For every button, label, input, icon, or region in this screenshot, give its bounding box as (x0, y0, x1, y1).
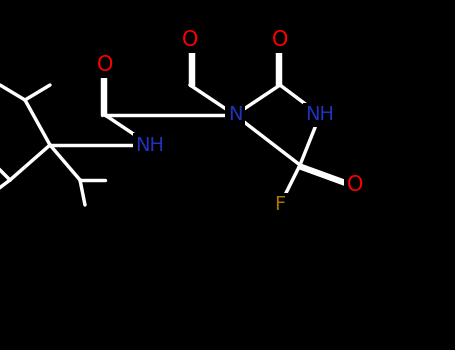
Text: N: N (228, 105, 242, 125)
Text: O: O (347, 175, 363, 195)
Text: O: O (272, 30, 288, 50)
Text: NH: NH (305, 105, 334, 125)
Text: O: O (182, 30, 198, 50)
Text: NH: NH (136, 135, 165, 154)
Text: F: F (274, 196, 286, 215)
Text: O: O (97, 55, 113, 75)
